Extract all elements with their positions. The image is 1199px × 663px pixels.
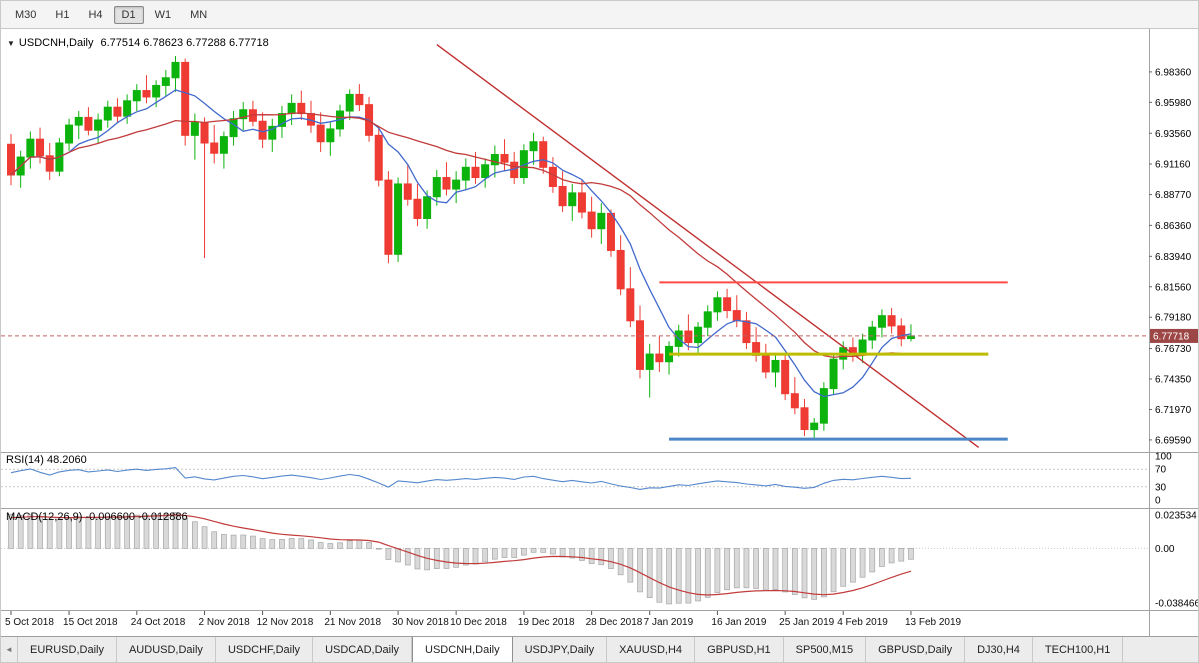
chart-tab-bar: ◄ EURUSD,Daily AUDUSD,Daily USDCHF,Daily US… <box>1 636 1198 662</box>
date-label: 5 Oct 2018 <box>5 617 54 628</box>
price-tick-label: 6.81560 <box>1155 282 1192 293</box>
chart-canvas[interactable]: 6.77718 6.98360 6.95980 6.93560 6.91160 6.887… <box>1 29 1199 638</box>
date-label: 30 Nov 2018 <box>392 617 449 628</box>
chart-tab-usdcnh[interactable]: USDCNH,Daily <box>412 637 513 662</box>
chart-tab-tech100[interactable]: TECH100,H1 <box>1032 637 1124 662</box>
chart-tabs: EURUSD,Daily AUDUSD,Daily USDCHF,Daily USDC… <box>18 637 1124 662</box>
rsi-scale-label: 70 <box>1155 465 1167 476</box>
macd-scale-label: 0.00 <box>1155 544 1175 555</box>
chart-tab-usdcad[interactable]: USDCAD,Daily <box>313 637 413 662</box>
date-label: 10 Dec 2018 <box>450 617 507 628</box>
macd-histogram <box>8 512 914 605</box>
date-label: 4 Feb 2019 <box>837 617 888 628</box>
chart-tab-gbpusd[interactable]: GBPUSD,Daily <box>866 637 966 662</box>
chart-tab-audusd[interactable]: AUDUSD,Daily <box>116 637 216 662</box>
price-tick-label: 6.91160 <box>1155 159 1191 170</box>
ma-fast-line <box>10 89 912 398</box>
ma-slow-line <box>10 112 912 359</box>
price-tick-label: 6.86360 <box>1155 221 1192 232</box>
tab-scroll-left-icon[interactable]: ◄ <box>1 637 18 662</box>
chart-tab-usdchf[interactable]: USDCHF,Daily <box>215 637 314 662</box>
rsi-scale-label: 0 <box>1155 496 1161 507</box>
price-tick-label: 6.76730 <box>1155 344 1192 355</box>
timeframe-button-w1[interactable]: W1 <box>154 8 172 21</box>
timeframe-toolbar: M30 H1 H4 D1 W1 MN <box>1 1 1198 29</box>
date-label: 13 Feb 2019 <box>905 617 962 628</box>
current-price-badge <box>1150 328 1198 343</box>
rsi-line <box>10 467 912 490</box>
price-tick-label: 6.93560 <box>1155 129 1192 140</box>
macd-signal-line <box>10 514 912 596</box>
rsi-scale-label: 30 <box>1155 482 1167 493</box>
date-label: 25 Jan 2019 <box>779 617 834 628</box>
current-price-badge-text: 6.77718 <box>1153 331 1190 342</box>
date-label: 21 Nov 2018 <box>324 617 381 628</box>
date-label: 2 Nov 2018 <box>199 617 251 628</box>
chart-tab-eurusd[interactable]: EURUSD,Daily <box>18 637 117 662</box>
macd-indicator-label: MACD(12,26,9) -0.006600 -0.012886 <box>6 511 188 523</box>
macd-scale-label: 0.023534 <box>1155 511 1197 522</box>
chart-tab-gbpusd[interactable]: GBPUSD,H1 <box>695 637 784 662</box>
macd-scale-label: -0.038466 <box>1155 598 1199 609</box>
chart-region[interactable]: 6.77718 6.98360 6.95980 6.93560 6.91160 6.887… <box>1 29 1199 638</box>
descending-trendline[interactable] <box>436 43 980 449</box>
chart-dropdown-icon[interactable]: ▼ <box>7 39 15 48</box>
date-label: 12 Nov 2018 <box>257 617 314 628</box>
chart-tab-dj30[interactable]: DJ30,H4 <box>965 637 1033 662</box>
symbol-title: USDCNH,Daily <box>18 37 94 49</box>
date-label: 15 Oct 2018 <box>63 617 118 628</box>
timeframe-button-h4[interactable]: H4 <box>88 8 103 21</box>
chart-symbol-ohlc-label: ▼ USDCNH,Daily 6.77514 6.78623 6.77288 6.7… <box>7 37 269 49</box>
price-tick-label: 6.88770 <box>1155 190 1192 201</box>
date-label: 24 Oct 2018 <box>131 617 186 628</box>
date-label: 7 Jan 2019 <box>644 617 694 628</box>
timeframe-button-d1[interactable]: D1 <box>113 5 144 24</box>
timeframe-button-m30[interactable]: M30 <box>15 8 37 21</box>
ohlc-values: 6.77514 6.78623 6.77288 6.77718 <box>100 37 269 49</box>
price-tick-label: 6.83940 <box>1155 252 1192 263</box>
chart-tab-xauusd[interactable]: XAUUSD,H4 <box>607 637 696 662</box>
price-tick-label: 6.71970 <box>1155 405 1192 416</box>
date-label: 19 Dec 2018 <box>518 617 575 628</box>
chart-tab-usdjpy[interactable]: USDJPY,Daily <box>512 637 608 662</box>
date-label: 16 Jan 2019 <box>711 617 766 628</box>
rsi-scale-label: 100 <box>1155 452 1172 463</box>
price-tick-label: 6.95980 <box>1155 98 1192 109</box>
date-label: 28 Dec 2018 <box>586 617 643 628</box>
timeframe-button-h1[interactable]: H1 <box>55 8 70 21</box>
price-tick-label: 6.98360 <box>1155 67 1192 78</box>
timeframe-button-mn[interactable]: MN <box>190 8 208 21</box>
price-tick-label: 6.79180 <box>1155 313 1192 324</box>
price-tick-label: 6.74350 <box>1155 375 1192 386</box>
chart-tab-sp500[interactable]: SP500,M15 <box>783 637 867 662</box>
price-tick-label: 6.69590 <box>1155 435 1192 446</box>
rsi-indicator-label: RSI(14) 48.2060 <box>6 454 87 466</box>
